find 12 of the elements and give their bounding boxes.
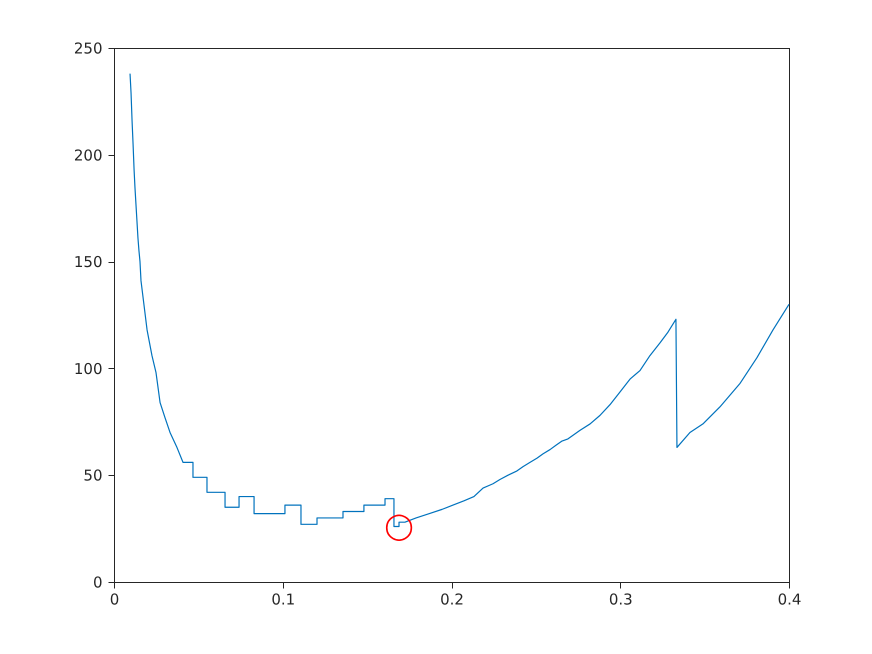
x-tick-label: 0 bbox=[110, 590, 120, 608]
y-tick-label: 250 bbox=[74, 40, 102, 58]
y-tick-label: 0 bbox=[92, 574, 102, 592]
y-tick-label: 50 bbox=[83, 466, 102, 485]
annotation: ◯ bbox=[384, 511, 414, 542]
y-tick-label: 200 bbox=[74, 146, 102, 164]
x-tick-label: 0.3 bbox=[608, 590, 633, 608]
y-tick-label: 150 bbox=[74, 253, 102, 272]
x-tick-label: 0.4 bbox=[778, 590, 802, 608]
y-tick-label: 100 bbox=[74, 360, 102, 378]
x-tick-label: 0.1 bbox=[271, 590, 296, 608]
x-tick-label: 0.2 bbox=[440, 590, 464, 608]
